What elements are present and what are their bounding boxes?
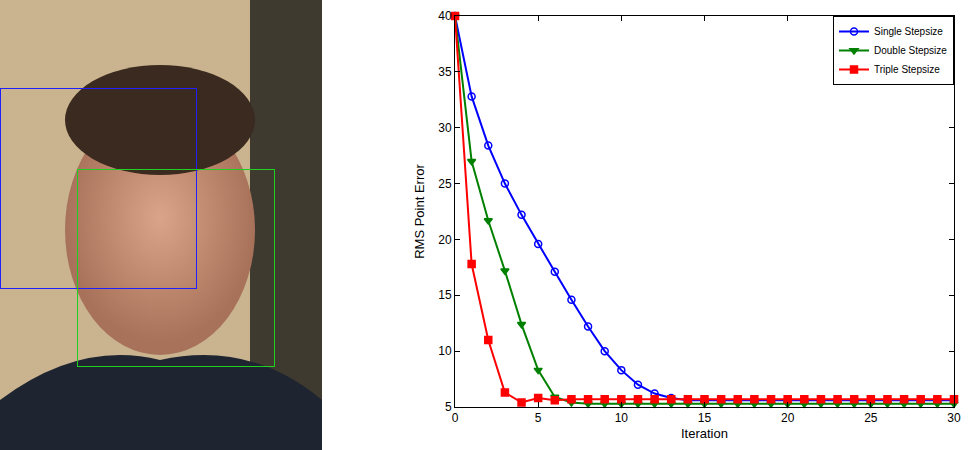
svg-text:0: 0 [452, 411, 459, 425]
svg-text:10: 10 [438, 344, 452, 358]
svg-text:40: 40 [438, 9, 452, 23]
svg-text:10: 10 [615, 411, 629, 425]
svg-text:5: 5 [445, 400, 452, 414]
svg-text:20: 20 [781, 411, 795, 425]
svg-text:30: 30 [438, 121, 452, 135]
svg-text:Double Stepsize: Double Stepsize [874, 45, 947, 56]
svg-text:RMS Point Error: RMS Point Error [412, 164, 427, 259]
svg-text:Single Stepsize: Single Stepsize [874, 26, 943, 37]
svg-text:5: 5 [535, 411, 542, 425]
svg-text:Triple Stepsize: Triple Stepsize [874, 64, 940, 75]
svg-text:30: 30 [947, 411, 961, 425]
svg-text:25: 25 [438, 177, 452, 191]
svg-text:Iteration: Iteration [681, 426, 728, 441]
svg-text:25: 25 [864, 411, 878, 425]
svg-text:35: 35 [438, 65, 452, 79]
svg-text:15: 15 [698, 411, 712, 425]
svg-text:20: 20 [438, 233, 452, 247]
svg-text:15: 15 [438, 288, 452, 302]
